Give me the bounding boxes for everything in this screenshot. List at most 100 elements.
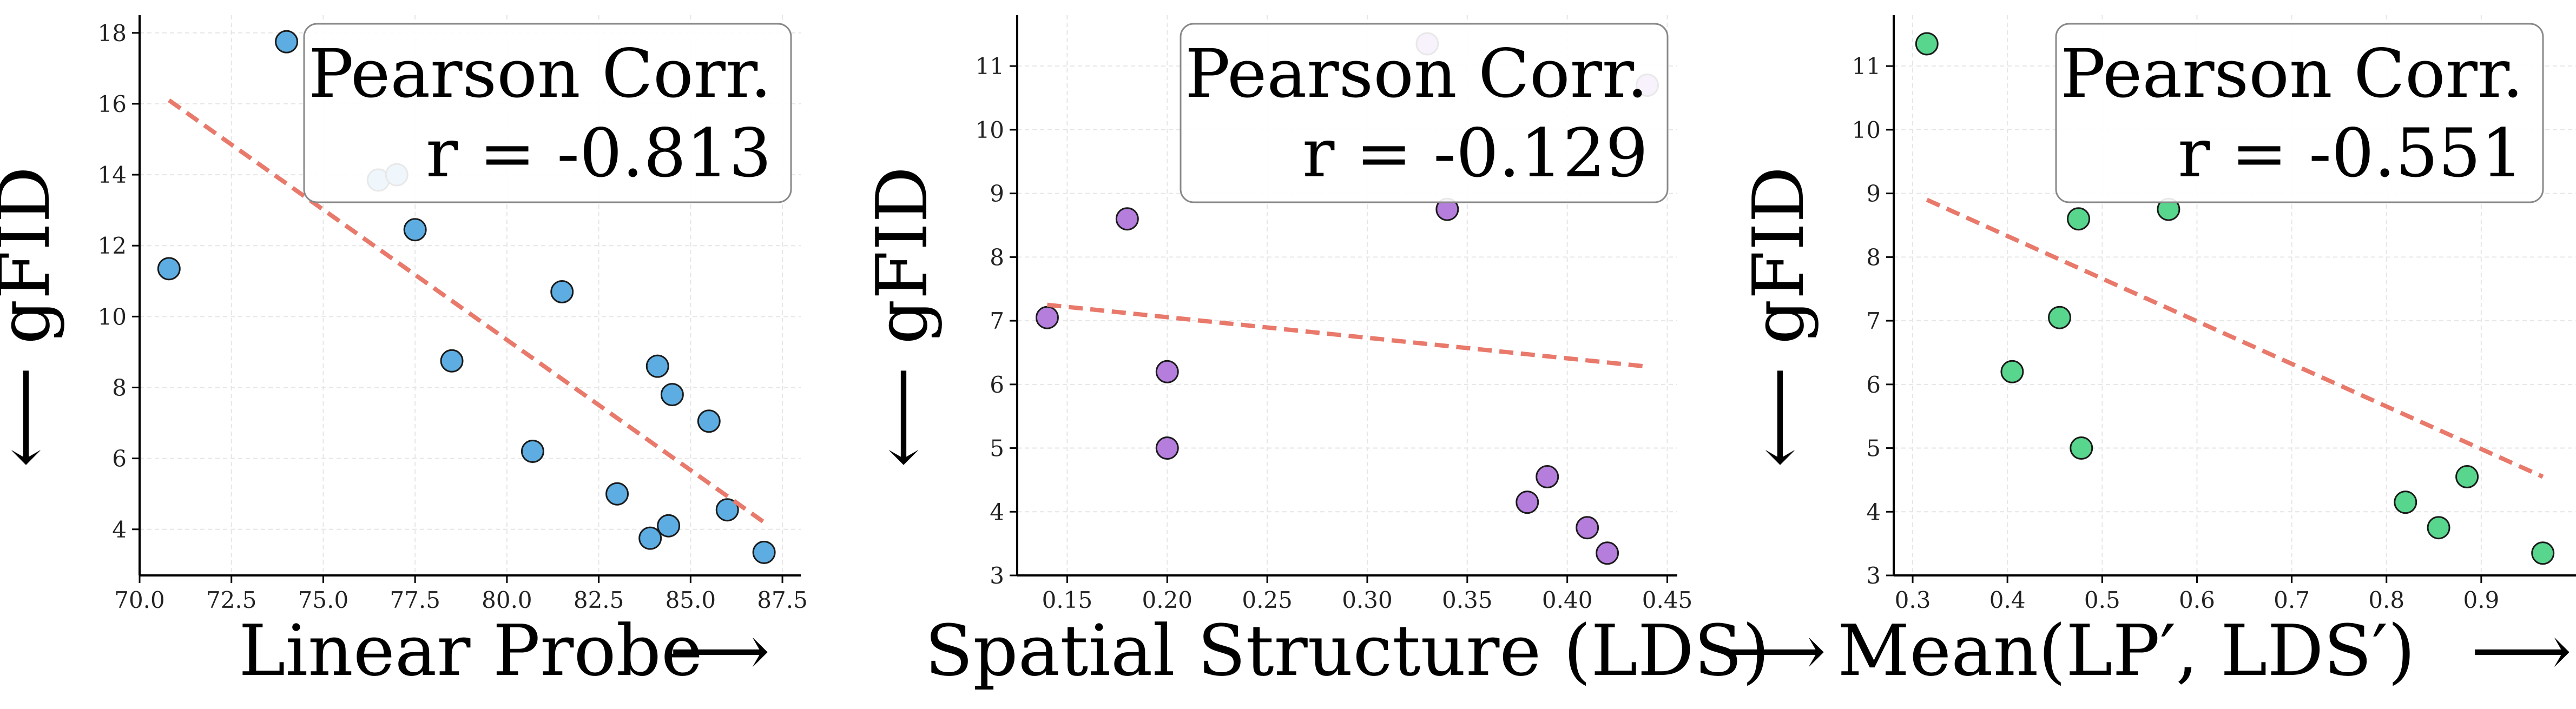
data-point (1035, 306, 1059, 329)
data-point (2455, 465, 2479, 489)
x-tick-label: 0.4 (1989, 587, 2026, 613)
y-tick-label: 9 (1866, 181, 1881, 207)
data-point (660, 383, 684, 407)
y-axis-label-text: gFID (1737, 167, 1820, 344)
legend-r-value: r = -0.813 (426, 115, 772, 193)
legend-r-value: r = -0.551 (2178, 115, 2524, 193)
x-axis-arrow: ⟶ (2471, 609, 2572, 692)
x-tick-label: 0.40 (1542, 587, 1593, 613)
data-point (275, 30, 299, 54)
x-tick-label: 0.35 (1442, 587, 1493, 613)
y-tick-label: 6 (1866, 372, 1881, 398)
data-point (638, 526, 662, 550)
data-point (2067, 207, 2091, 231)
regression-line (1047, 302, 1648, 369)
x-tick-label: 0.15 (1042, 587, 1093, 613)
regression-line (1926, 197, 2544, 479)
y-tick-label: 7 (1866, 308, 1881, 334)
y-tick-label: 10 (98, 303, 127, 330)
y-tick-label: 8 (1866, 244, 1881, 270)
legend-box (303, 23, 792, 203)
x-tick-label: 0.6 (2179, 587, 2215, 613)
x-axis-arrow: ⟶ (669, 609, 770, 692)
y-tick-label: 9 (990, 181, 1004, 207)
y-axis-label: ⟵ gFID (1737, 167, 1820, 468)
y-axis-label: ⟵ gFID (0, 167, 65, 468)
legend-title: Pearson Corr. (1185, 35, 1648, 113)
data-point (403, 218, 427, 242)
x-tick-label: 80.0 (482, 587, 532, 613)
legend-title: Pearson Corr. (308, 35, 772, 113)
y-axis-label-text: gFID (0, 167, 65, 344)
data-point (550, 280, 574, 303)
y-tick-label: 18 (98, 20, 127, 47)
y-tick-label: 7 (990, 308, 1004, 334)
x-tick-label: 0.25 (1242, 587, 1293, 613)
y-tick-label: 8 (112, 374, 127, 401)
data-point (2070, 436, 2093, 460)
data-point (1536, 465, 1559, 489)
y-tick-label: 3 (990, 562, 1004, 589)
x-axis-arrow: ⟶ (1725, 609, 1826, 692)
y-tick-label: 12 (98, 233, 127, 259)
data-point (1516, 491, 1539, 514)
y-tick-label: 16 (98, 91, 127, 117)
data-point (752, 540, 776, 564)
chart-panel-mean-lp-lds: 0.3 0.4 0.5 0.6 0.7 0.8 0.9 3 4 5 6 7 8 9 10 11 Pearson … (1737, 15, 2576, 692)
y-tick-label: 8 (990, 244, 1004, 270)
legend-box (1180, 23, 1669, 203)
data-point (1115, 207, 1139, 231)
data-point (697, 409, 721, 433)
y-tick-label: 5 (1866, 435, 1881, 462)
x-axis-label: Mean(LP′, LDS′) (1837, 609, 2415, 692)
data-point (2047, 306, 2071, 329)
y-axis-label: ⟵ gFID (861, 167, 943, 468)
data-point (521, 440, 544, 463)
y-tick-label: 6 (990, 372, 1004, 398)
legend-r-value: r = -0.129 (1302, 115, 1648, 193)
x-tick-label: 75.0 (298, 587, 349, 613)
data-point (2394, 491, 2417, 514)
y-tick-label: 3 (1866, 562, 1881, 589)
y-axis-arrow: ⟵ (861, 344, 943, 468)
data-point (605, 482, 629, 506)
data-point (657, 514, 681, 538)
x-tick-label: 0.45 (1642, 587, 1693, 613)
x-tick-label: 0.20 (1142, 587, 1193, 613)
data-point (2000, 360, 2024, 383)
y-tick-label: 10 (976, 117, 1004, 143)
y-tick-label: 5 (990, 435, 1004, 462)
y-tick-label: 11 (1852, 53, 1881, 79)
x-axis-label: Spatial Structure (LDS) (925, 609, 1769, 692)
data-point (440, 349, 464, 373)
chart-panel-spatial-structure: 0.15 0.20 0.25 0.30 0.35 0.40 0.45 3 4 5 6 7 8 9 10 11 P… (861, 15, 1826, 692)
y-axis-arrow: ⟵ (0, 344, 65, 468)
y-axis-label-text: gFID (861, 167, 943, 344)
regression-line (167, 98, 766, 524)
y-tick-label: 11 (976, 53, 1004, 79)
data-point (2427, 516, 2450, 540)
data-point (1155, 360, 1179, 383)
data-point (1915, 32, 1939, 56)
x-tick-label: 0.7 (2274, 587, 2310, 613)
data-point (715, 498, 739, 522)
x-tick-label: 82.5 (574, 587, 624, 613)
y-tick-label: 10 (1852, 117, 1881, 143)
data-point (2531, 541, 2555, 565)
y-tick-label: 6 (112, 446, 127, 472)
y-tick-label: 4 (1866, 499, 1881, 525)
x-tick-label: 0.30 (1342, 587, 1393, 613)
x-tick-label: 85.0 (666, 587, 716, 613)
y-tick-label: 4 (112, 516, 127, 543)
data-point (1155, 436, 1179, 460)
x-axis-label: Linear Probe (239, 609, 703, 692)
data-point (157, 257, 181, 281)
data-point (645, 354, 669, 378)
y-tick-label: 4 (990, 499, 1004, 525)
x-tick-label: 0.3 (1895, 587, 1931, 613)
legend-box (2055, 23, 2544, 203)
data-point (1596, 541, 1619, 565)
y-axis-arrow: ⟵ (1737, 344, 1820, 468)
y-tick-label: 14 (98, 162, 127, 188)
